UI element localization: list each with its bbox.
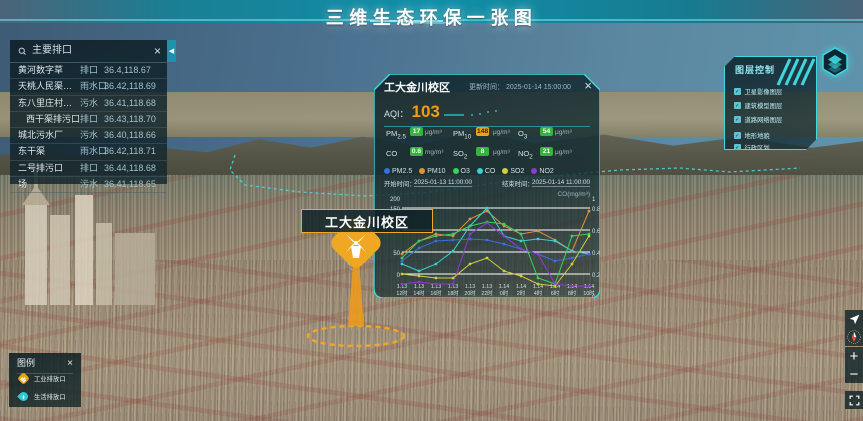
svg-text:1.13: 1.13 <box>482 284 492 290</box>
svg-text:20时: 20时 <box>464 289 476 297</box>
svg-text:6时: 6时 <box>551 289 560 297</box>
svg-text:1: 1 <box>592 197 596 203</box>
svg-text:1.14: 1.14 <box>499 284 509 290</box>
svg-text:0时: 0时 <box>500 289 509 297</box>
svg-text:0.2: 0.2 <box>592 273 600 279</box>
svg-text:0.8: 0.8 <box>592 207 600 213</box>
svg-text:200: 200 <box>390 197 401 203</box>
svg-text:8时: 8时 <box>568 289 577 297</box>
svg-text:18时: 18时 <box>447 289 459 297</box>
svg-text:4时: 4时 <box>534 289 543 297</box>
svg-text:0.6: 0.6 <box>592 229 600 235</box>
svg-text:1.13: 1.13 <box>465 284 475 290</box>
svg-text:22时: 22时 <box>481 289 493 297</box>
svg-text:16时: 16时 <box>430 289 442 297</box>
svg-text:1.14: 1.14 <box>516 284 526 290</box>
svg-text:10时: 10时 <box>583 289 595 297</box>
svg-text:0.4: 0.4 <box>592 251 600 257</box>
svg-text:2时: 2时 <box>517 289 526 297</box>
